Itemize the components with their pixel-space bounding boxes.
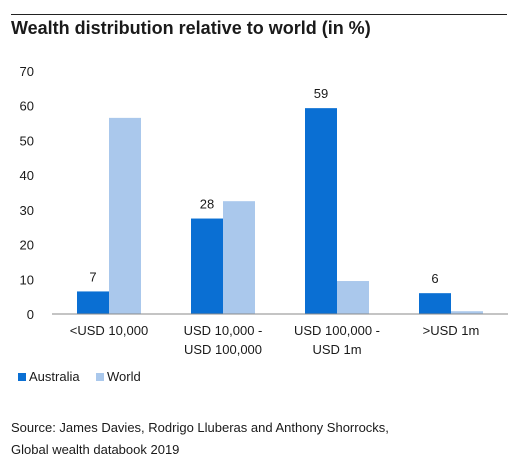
data-label: 59 [314,86,328,101]
y-tick-label: 40 [20,168,34,183]
x-tick-label: USD 100,000 [184,342,262,357]
y-tick-label: 60 [20,99,34,114]
y-tick-label: 0 [27,307,34,322]
legend-swatch-australia [18,373,26,381]
bar-australia [191,218,223,314]
data-label: 7 [89,269,96,284]
bar-world [337,281,369,314]
y-tick-label: 50 [20,133,34,148]
bar-world [109,117,141,314]
bar-australia [77,291,109,314]
bar-world [451,311,483,314]
y-tick-label: 10 [20,272,34,287]
y-tick-label: 20 [20,238,34,253]
x-tick-label: USD 1m [312,342,361,357]
x-tick-label: <USD 10,000 [70,323,148,338]
source-line-1: Source: James Davies, Rodrigo Lluberas a… [11,420,389,435]
x-tick-label: >USD 1m [423,323,480,338]
source-line-2: Global wealth databook 2019 [11,442,180,457]
chart-title: Wealth distribution relative to world (i… [11,18,371,38]
bar-world [223,201,255,314]
y-tick-label: 70 [20,64,34,79]
legend-label-world: World [107,369,141,384]
legend-label-australia: Australia [29,369,80,384]
y-tick-label: 30 [20,203,34,218]
x-tick-label: USD 10,000 - [184,323,263,338]
legend-swatch-world [96,373,104,381]
data-label: 6 [431,271,438,286]
top-rule [11,14,507,15]
data-label: 28 [200,197,214,212]
bar-australia [305,108,337,314]
bar-australia [419,293,451,314]
x-tick-label: USD 100,000 - [294,323,380,338]
